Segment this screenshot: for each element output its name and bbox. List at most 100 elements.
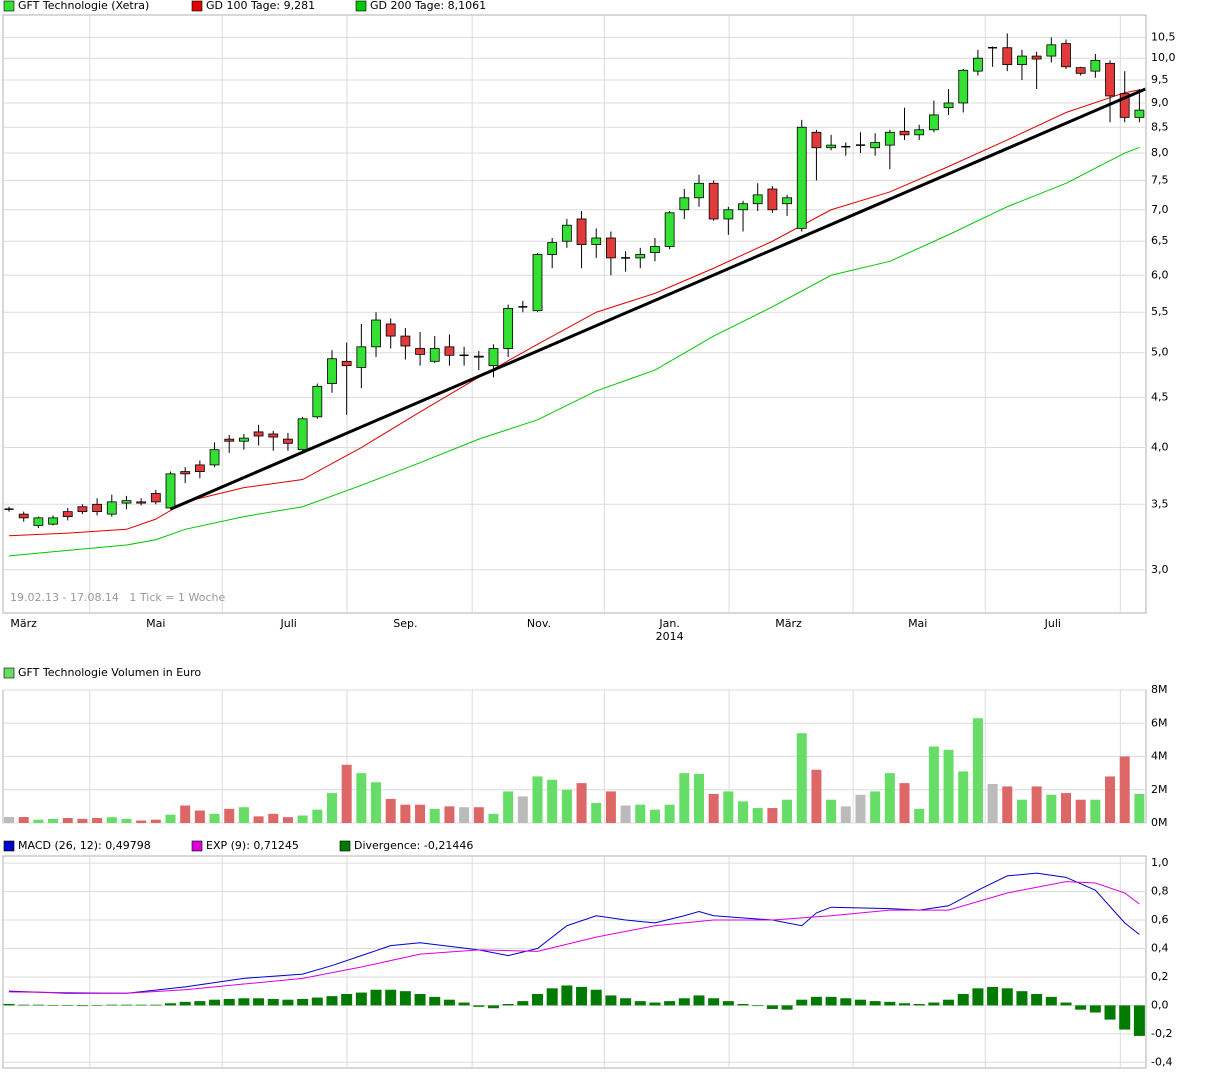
- candle-body: [664, 212, 675, 247]
- volume-bar: [92, 818, 103, 823]
- y-tick-label: 3,5: [1151, 497, 1169, 510]
- candle-body: [33, 517, 44, 526]
- y-tick-label: 6M: [1151, 716, 1168, 729]
- candle-body: [92, 503, 103, 513]
- candle-body: [312, 385, 323, 418]
- volume-bar: [664, 804, 675, 823]
- candle-body: [429, 348, 440, 362]
- candle-body: [591, 237, 602, 245]
- divergence-bar: [209, 999, 221, 1006]
- volume-bar: [767, 808, 778, 823]
- candle-body: [327, 358, 337, 384]
- candle-body: [77, 506, 88, 513]
- volume-bar: [635, 804, 646, 823]
- divergence-bar: [106, 1004, 118, 1006]
- legend-label: GFT Technologie (Xetra): [18, 0, 149, 12]
- divergence-bar: [487, 1005, 499, 1009]
- candle-body: [1119, 93, 1130, 118]
- divergence-bar: [502, 1003, 514, 1006]
- line-series: [9, 881, 1140, 994]
- y-tick-label: 7,0: [1151, 203, 1169, 216]
- volume-bar: [18, 817, 29, 823]
- divergence-bar: [370, 989, 382, 1006]
- divergence-bar: [884, 1001, 896, 1006]
- divergence-bar: [678, 998, 690, 1006]
- y-tick-label: 7,5: [1151, 173, 1169, 186]
- divergence-bar: [825, 996, 837, 1006]
- volume-bar: [532, 776, 543, 823]
- plot-area: [2, 855, 1147, 1069]
- legend-swatch: [3, 667, 15, 679]
- candle-body: [106, 501, 117, 515]
- divergence-bar: [649, 1002, 661, 1006]
- volume-bar: [268, 813, 279, 823]
- divergence-bar: [443, 999, 455, 1006]
- volume-bar: [385, 798, 396, 823]
- divergence-bar: [590, 989, 602, 1006]
- x-tick-label: Juli: [1044, 617, 1061, 630]
- divergence-bar: [737, 1003, 749, 1006]
- divergence-bar: [928, 1002, 940, 1006]
- y-tick-label: 0M: [1151, 816, 1168, 829]
- candle-body: [1002, 47, 1013, 66]
- volume-bar: [1060, 793, 1071, 823]
- divergence-bar: [1060, 1002, 1072, 1006]
- legend-label: EXP (9): 0,71245: [206, 839, 299, 852]
- y-tick-label: 6,0: [1151, 268, 1169, 281]
- y-tick-label: 0,8: [1151, 885, 1169, 898]
- candle-body: [561, 224, 572, 242]
- divergence-bar: [32, 1004, 44, 1006]
- volume-bar: [1016, 799, 1027, 823]
- line-series: [9, 872, 1140, 994]
- y-tick-label: 5,5: [1151, 305, 1169, 318]
- candle-body: [136, 501, 147, 504]
- candle-body: [767, 188, 778, 211]
- candle-body: [283, 438, 293, 444]
- divergence-bar: [458, 1002, 470, 1006]
- legend-swatch: [3, 0, 15, 12]
- x-tick-label: Juli: [280, 617, 297, 630]
- volume-bar: [928, 746, 939, 823]
- divergence-bar: [561, 985, 573, 1006]
- candle-body: [473, 355, 484, 358]
- volume-bar: [356, 773, 367, 823]
- volume-bar: [796, 733, 807, 823]
- divergence-bar: [76, 1005, 88, 1007]
- y-tick-label: 8,0: [1151, 146, 1169, 159]
- candle-body: [973, 57, 983, 72]
- candle-body: [194, 464, 205, 472]
- candle-body: [180, 471, 191, 475]
- divergence-bar: [414, 994, 426, 1006]
- volume-bar: [1002, 786, 1013, 823]
- plot-area: [2, 14, 1147, 614]
- candle-body: [297, 418, 308, 451]
- divergence-bar: [664, 1001, 676, 1006]
- divergence-bar: [179, 1001, 191, 1006]
- legend-label: MACD (26, 12): 0,49798: [18, 839, 151, 852]
- divergence-bar: [957, 994, 969, 1006]
- volume-bar: [870, 791, 881, 823]
- volume-bar: [503, 791, 514, 823]
- volume-bar: [738, 801, 749, 823]
- volume-bar: [547, 779, 558, 823]
- volume-bar: [972, 718, 983, 823]
- candle-body: [723, 209, 734, 220]
- candle-body: [121, 500, 132, 504]
- candle-body: [914, 129, 925, 136]
- divergence-bar: [532, 994, 544, 1006]
- candle-body: [488, 348, 499, 367]
- divergence-bar: [150, 1004, 162, 1006]
- candle-body: [870, 142, 881, 149]
- candle-body: [385, 323, 396, 337]
- candle-body: [958, 69, 969, 104]
- y-tick-label: 4M: [1151, 750, 1168, 763]
- x-tick-year: 2014: [656, 630, 684, 643]
- candle-body: [1046, 44, 1057, 57]
- divergence-bar: [693, 995, 705, 1006]
- y-tick-label: 3,0: [1151, 563, 1169, 576]
- volume-bar: [253, 816, 264, 823]
- divergence-bar: [135, 1004, 147, 1006]
- candle-body: [224, 438, 235, 442]
- legend-label: GD 100 Tage: 9,281: [206, 0, 315, 12]
- candle-body: [150, 493, 161, 503]
